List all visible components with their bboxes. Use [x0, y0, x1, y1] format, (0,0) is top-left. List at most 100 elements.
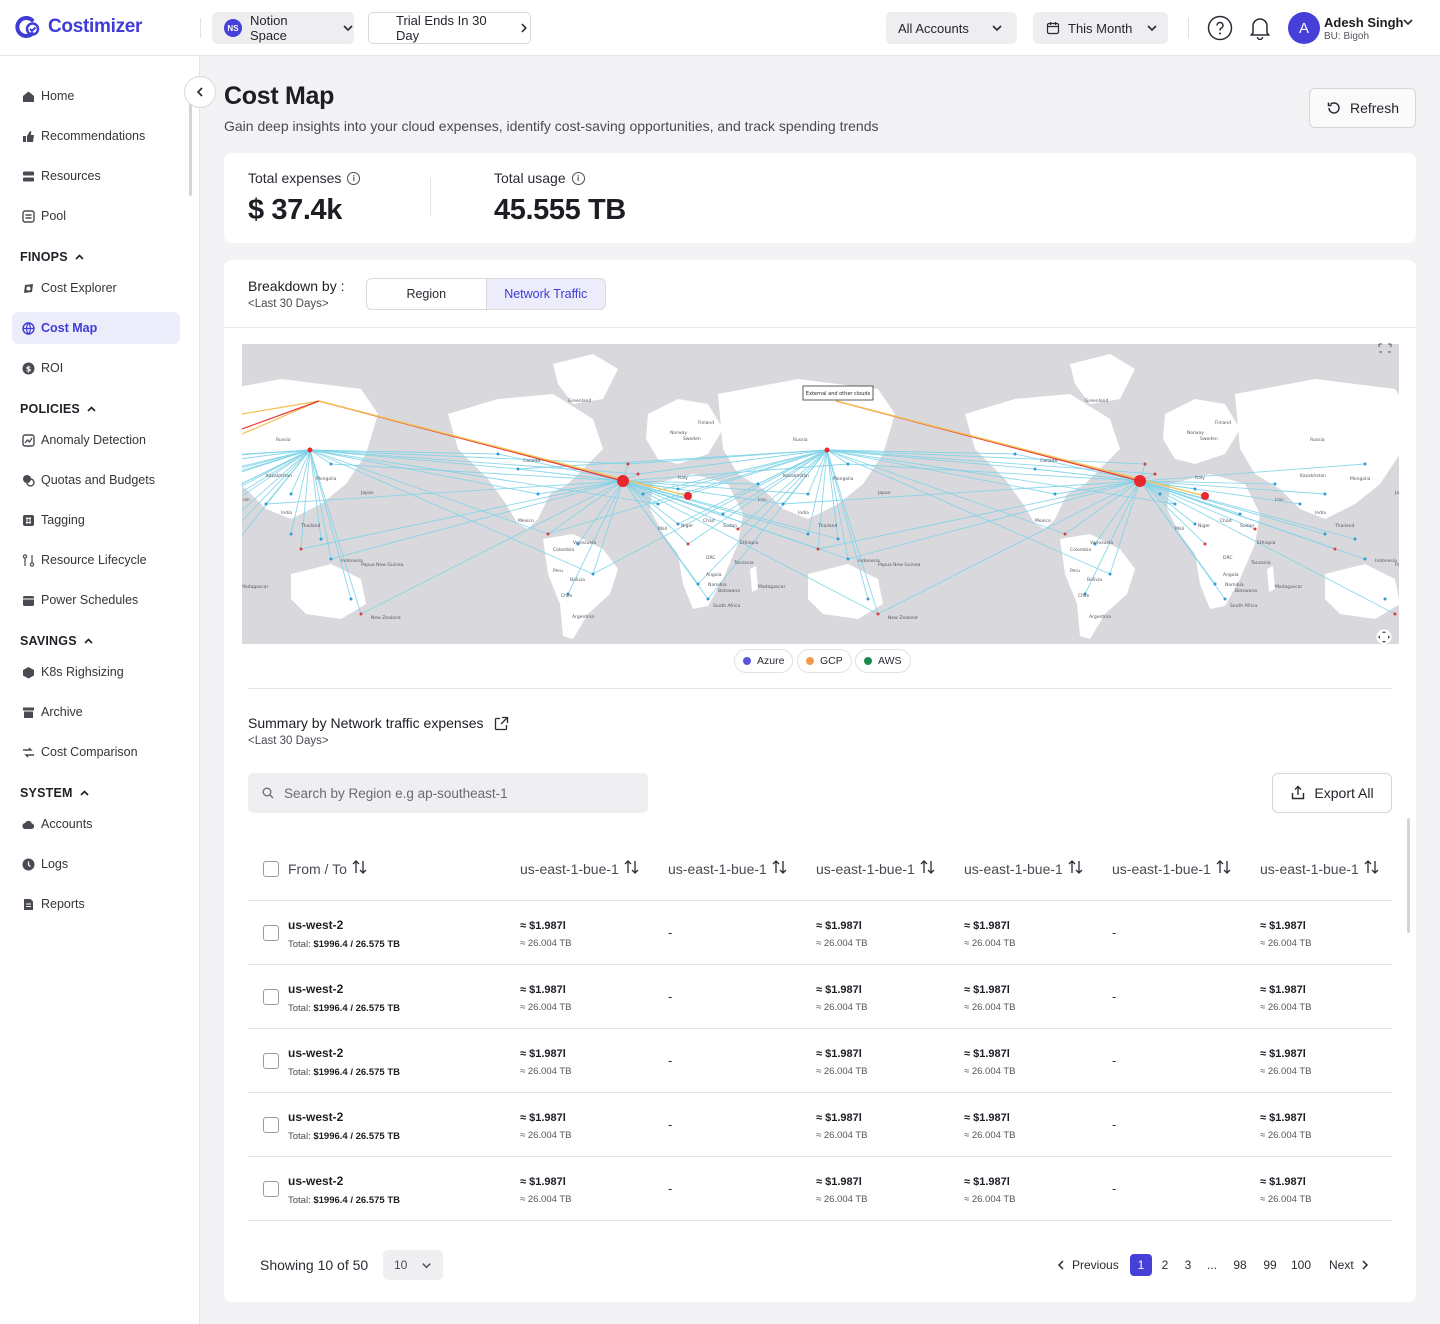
- row-total-value: $1996.4 / 26.575 TB: [313, 939, 400, 950]
- page-size-select[interactable]: 10: [383, 1250, 443, 1280]
- page-button[interactable]: 99: [1263, 1258, 1277, 1272]
- map-label: Tanzania: [1250, 560, 1271, 566]
- map-label: India: [1315, 510, 1326, 516]
- logo[interactable]: Costimizer: [14, 14, 142, 40]
- column-header[interactable]: us-east-1-bue-1: [1260, 860, 1379, 877]
- table-row[interactable]: [248, 901, 1392, 964]
- info-icon[interactable]: i: [347, 171, 361, 185]
- row-checkbox[interactable]: [263, 1117, 279, 1133]
- next-page-button[interactable]: Next: [1329, 1254, 1370, 1276]
- external-link-icon[interactable]: [494, 716, 509, 731]
- avatar[interactable]: A: [1288, 12, 1320, 44]
- sidebar-item-logs[interactable]: Logs: [12, 848, 180, 880]
- sidebar-item-archive[interactable]: Archive: [12, 696, 180, 728]
- sidebar-item-resource-lifecycle[interactable]: Resource Lifecycle: [12, 544, 180, 576]
- sort-icon[interactable]: [772, 860, 787, 877]
- chevron-down-icon[interactable]: [1402, 16, 1414, 28]
- help-button[interactable]: [1206, 14, 1234, 42]
- page-button[interactable]: 98: [1233, 1258, 1247, 1272]
- info-icon[interactable]: i: [571, 171, 585, 185]
- column-header[interactable]: us-east-1-bue-1: [964, 860, 1083, 877]
- sidebar-item-cost-map[interactable]: Cost Map: [12, 312, 180, 344]
- column-header[interactable]: us-east-1-bue-1: [816, 860, 935, 877]
- sidebar-item-pool[interactable]: Pool: [12, 200, 180, 232]
- row-checkbox[interactable]: [263, 1181, 279, 1197]
- network-traffic-map[interactable]: Greenland Russia Canada Kazakhstan Mongolia J…: [242, 344, 1399, 644]
- column-header[interactable]: us-east-1-bue-1: [668, 860, 787, 877]
- table-row[interactable]: [248, 1093, 1392, 1156]
- row-checkbox[interactable]: [263, 1053, 279, 1069]
- sort-icon[interactable]: [920, 860, 935, 877]
- sidebar-item-accounts[interactable]: Accounts: [12, 808, 180, 840]
- cell-usage: ≈ 26.004 TB: [964, 1130, 1016, 1141]
- tab-region[interactable]: Region: [406, 287, 447, 301]
- sidebar-item-cost-comparison[interactable]: Cost Comparison: [12, 736, 180, 768]
- sidebar-item-quotas-and-budgets[interactable]: Quotas and Budgets: [12, 464, 180, 496]
- sidebar-scrollbar[interactable]: [189, 90, 192, 196]
- sort-icon[interactable]: [1364, 860, 1379, 877]
- row-checkbox[interactable]: [263, 925, 279, 941]
- sidebar-item-k8s-rightsizing[interactable]: K8s Righsizing: [12, 656, 180, 688]
- tab-network-traffic[interactable]: Network Traffic: [485, 279, 605, 309]
- world-map: Greenland Russia Canada Kazakhstan Mongolia J…: [242, 354, 1399, 639]
- divider: [248, 1156, 1392, 1157]
- row-checkbox[interactable]: [263, 989, 279, 1005]
- search-input[interactable]: Search by Region e.g ap-southeast-1: [248, 773, 648, 813]
- column-header[interactable]: us-east-1-bue-1: [1112, 860, 1231, 877]
- sidebar-item-tagging[interactable]: Tagging: [12, 504, 180, 536]
- legend-gcp[interactable]: GCP: [797, 649, 852, 673]
- trial-button[interactable]: Trial Ends In 30 Day: [368, 12, 531, 44]
- sidebar-item-power-schedules[interactable]: Power Schedules: [12, 584, 180, 616]
- page-button[interactable]: 3: [1184, 1258, 1192, 1272]
- period-select[interactable]: This Month: [1033, 12, 1168, 44]
- sidebar-item-home[interactable]: Home: [12, 80, 180, 112]
- legend-label: Azure: [757, 655, 785, 667]
- row-total-value: $1996.4 / 26.575 TB: [313, 1067, 400, 1078]
- section-finops[interactable]: FINOPS: [20, 250, 85, 264]
- select-all-checkbox[interactable]: [263, 861, 279, 877]
- table-scrollbar[interactable]: [1407, 818, 1410, 933]
- fullscreen-icon[interactable]: [1378, 343, 1392, 353]
- section-label: SYSTEM: [20, 786, 73, 800]
- legend-azure[interactable]: Azure: [734, 649, 794, 673]
- refresh-button[interactable]: Refresh: [1309, 88, 1416, 128]
- map-label: Indonesia: [858, 558, 880, 564]
- recenter-icon[interactable]: [1376, 629, 1392, 645]
- previous-page-button[interactable]: Previous: [1056, 1254, 1119, 1276]
- sort-icon[interactable]: [624, 860, 639, 877]
- collapse-sidebar-button[interactable]: [184, 76, 216, 108]
- sort-icon[interactable]: [352, 860, 367, 877]
- aws-dot: [864, 657, 872, 665]
- page-button[interactable]: 100: [1290, 1258, 1312, 1272]
- page-button[interactable]: 2: [1161, 1258, 1169, 1272]
- table-row[interactable]: [248, 965, 1392, 1028]
- user-name[interactable]: Adesh Singh: [1324, 15, 1404, 30]
- column-header-from-to[interactable]: From / To: [288, 860, 367, 877]
- top-bar: Costimizer NS Notion Space Trial Ends In…: [0, 0, 1440, 56]
- page-button[interactable]: 1: [1130, 1254, 1152, 1276]
- page-title: Cost Map: [224, 82, 335, 110]
- notifications-button[interactable]: [1246, 14, 1274, 42]
- workspace-select[interactable]: NS Notion Space: [212, 12, 354, 44]
- cell-cost: ≈ $1.987l: [1260, 920, 1306, 932]
- sidebar-item-anomaly-detection[interactable]: Anomaly Detection: [12, 424, 180, 456]
- sort-icon[interactable]: [1068, 860, 1083, 877]
- accounts-select[interactable]: All Accounts: [886, 12, 1017, 44]
- row-total-value: $1996.4 / 26.575 TB: [313, 1195, 400, 1206]
- section-system[interactable]: SYSTEM: [20, 786, 90, 800]
- section-policies[interactable]: POLICIES: [20, 402, 97, 416]
- sidebar-item-reports[interactable]: Reports: [12, 888, 180, 920]
- sidebar-item-recommendations[interactable]: Recommendations: [12, 120, 180, 152]
- table-row[interactable]: [248, 1029, 1392, 1092]
- column-header-label: From / To: [288, 860, 347, 877]
- export-all-button[interactable]: Export All: [1272, 773, 1392, 813]
- map-label: New Zealand: [888, 615, 918, 621]
- legend-aws[interactable]: AWS: [855, 649, 911, 673]
- sidebar-item-cost-explorer[interactable]: Cost Explorer: [12, 272, 180, 304]
- sort-icon[interactable]: [1216, 860, 1231, 877]
- table-row[interactable]: [248, 1157, 1392, 1220]
- sidebar-item-resources[interactable]: Resources: [12, 160, 180, 192]
- section-savings[interactable]: SAVINGS: [20, 634, 94, 648]
- column-header[interactable]: us-east-1-bue-1: [520, 860, 639, 877]
- sidebar-item-roi[interactable]: $ ROI: [12, 352, 180, 384]
